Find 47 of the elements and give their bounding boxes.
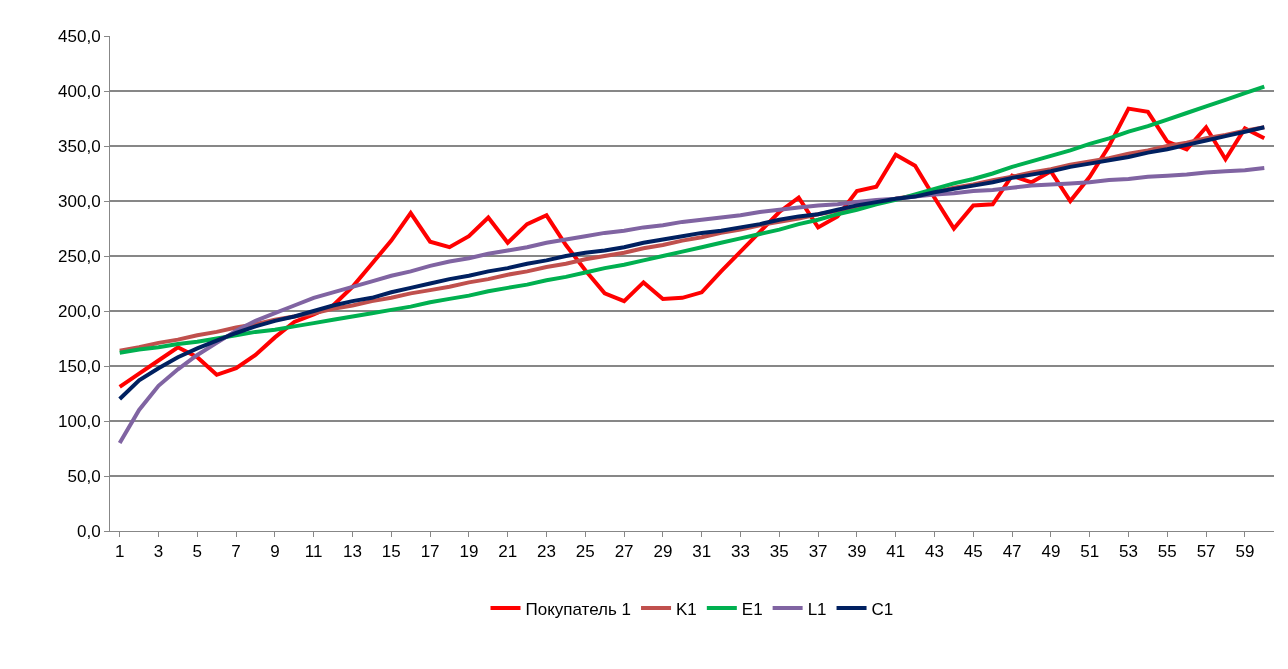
x-tick-label: 43 <box>925 542 944 562</box>
x-tick-label: 47 <box>1002 542 1022 562</box>
x-tick-label: 11 <box>304 542 323 562</box>
x-tick-label: 57 <box>1196 542 1216 562</box>
x-tick-label: 19 <box>459 542 479 562</box>
x-tick-label: 49 <box>1041 542 1061 562</box>
line-series <box>117 84 1267 355</box>
x-tick-label: 23 <box>537 542 556 562</box>
x-tick-label: 27 <box>614 542 634 562</box>
x-tick-label: 33 <box>731 542 750 562</box>
y-tick-label: 300,0 <box>58 191 101 211</box>
x-tick-label: 45 <box>963 542 983 562</box>
x-tick-label: 21 <box>498 542 518 562</box>
y-tick-label: 350,0 <box>58 136 101 156</box>
x-tick-label: 1 <box>114 542 125 562</box>
x-tick-label: 15 <box>381 542 401 562</box>
x-tick-label: 25 <box>575 542 595 562</box>
x-tick-label: 17 <box>420 542 440 562</box>
legend-label: E1 <box>741 599 763 619</box>
x-tick-label: 29 <box>653 542 673 562</box>
line-series <box>117 166 1267 445</box>
x-tick-label: 37 <box>808 542 828 562</box>
legend-label: C1 <box>871 599 894 619</box>
y-tick-label: 150,0 <box>58 356 101 376</box>
x-tick-label: 59 <box>1235 542 1255 562</box>
x-tick-label: 9 <box>270 542 280 562</box>
legend-label: Покупатель 1 <box>525 599 632 619</box>
y-tick-label: 100,0 <box>58 411 101 431</box>
x-tick-label: 3 <box>153 542 164 562</box>
x-tick-label: 39 <box>847 542 867 562</box>
x-tick-label: 5 <box>192 542 203 562</box>
x-tick-label: 51 <box>1080 542 1100 562</box>
y-tick-label: 50,0 <box>67 466 101 486</box>
y-tick-label: 250,0 <box>58 246 101 266</box>
x-tick-label: 31 <box>692 542 712 562</box>
y-tick-label: 400,0 <box>58 81 101 101</box>
x-tick-label: 7 <box>231 542 241 562</box>
y-tick-label: 0,0 <box>76 521 101 541</box>
x-tick-label: 13 <box>343 542 362 562</box>
y-tick-label: 450,0 <box>58 26 101 46</box>
legend-label: L1 <box>807 599 827 619</box>
legend-label: K1 <box>676 599 697 619</box>
x-tick-label: 55 <box>1157 542 1177 562</box>
x-tick-label: 41 <box>886 542 906 562</box>
y-tick-label: 200,0 <box>58 301 101 321</box>
x-tick-label: 35 <box>769 542 789 562</box>
x-tick-label: 53 <box>1119 542 1138 562</box>
